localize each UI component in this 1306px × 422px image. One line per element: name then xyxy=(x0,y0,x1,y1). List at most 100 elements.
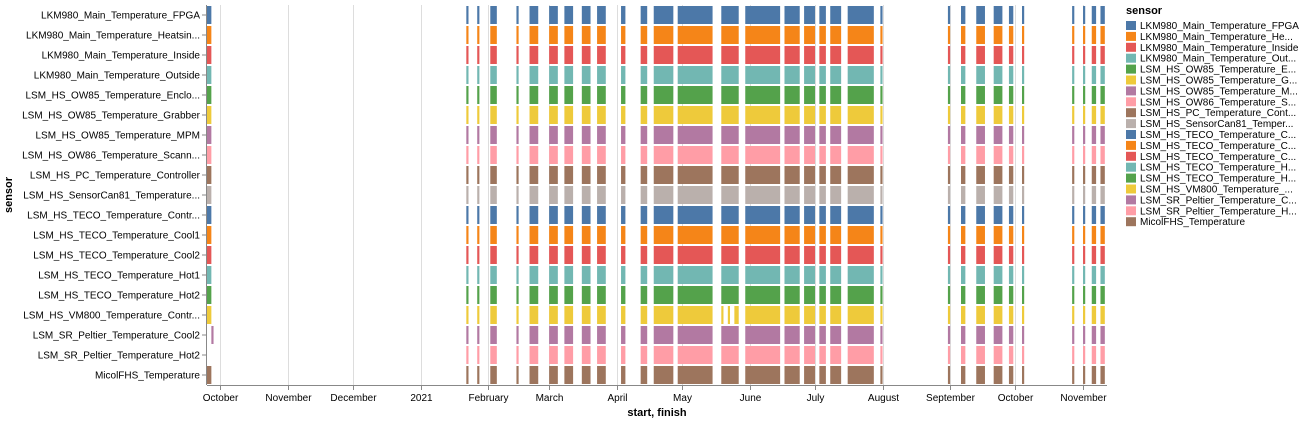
interval-bar xyxy=(976,66,985,84)
legend-label: LSM_SR_Peltier_Temperature_H... xyxy=(1140,206,1297,217)
interval-bar xyxy=(976,126,985,144)
interval-bar xyxy=(993,106,1003,124)
interval-bar xyxy=(1008,166,1014,184)
interval-bar xyxy=(880,6,883,24)
interval-bar xyxy=(1008,146,1014,164)
interval-bar xyxy=(1008,266,1014,284)
interval-bar xyxy=(745,306,781,324)
interval-bar xyxy=(477,366,480,384)
interval-bar xyxy=(976,306,985,324)
interval-bar xyxy=(993,126,1003,144)
y-tick-label: LSM_HS_OW85_Temperature_MPM xyxy=(35,131,200,142)
interval-bar xyxy=(784,66,800,84)
interval-bar xyxy=(745,6,781,24)
interval-bar xyxy=(207,366,212,384)
interval-bar xyxy=(819,346,826,364)
interval-bar xyxy=(947,206,951,224)
interval-bar xyxy=(1083,126,1086,144)
interval-bar xyxy=(880,326,883,344)
interval-bar xyxy=(721,226,739,244)
interval-bar xyxy=(1022,6,1025,24)
legend-swatch xyxy=(1126,119,1136,129)
interval-bar xyxy=(830,106,842,124)
interval-bar xyxy=(597,226,606,244)
interval-bar xyxy=(1072,46,1075,64)
interval-bar xyxy=(819,106,826,124)
interval-bar xyxy=(947,66,951,84)
interval-bar xyxy=(1072,26,1075,44)
interval-bar xyxy=(581,346,591,364)
interval-bar xyxy=(477,286,480,304)
interval-bar xyxy=(1072,166,1075,184)
interval-bar xyxy=(961,266,966,284)
interval-bar xyxy=(784,206,800,224)
legend-swatch xyxy=(1126,86,1136,96)
interval-bar xyxy=(207,46,212,64)
interval-bar xyxy=(804,246,815,264)
interval-bar xyxy=(564,286,574,304)
interval-bar xyxy=(961,86,966,104)
interval-bar xyxy=(847,226,874,244)
interval-bar xyxy=(976,246,985,264)
interval-bar xyxy=(653,66,674,84)
interval-bar xyxy=(961,186,966,204)
interval-bar xyxy=(529,286,539,304)
interval-bar xyxy=(529,146,539,164)
interval-bar xyxy=(581,286,591,304)
interval-bar xyxy=(819,206,826,224)
interval-bar xyxy=(549,346,558,364)
interval-bar xyxy=(745,186,781,204)
interval-bar xyxy=(721,206,739,224)
interval-bar xyxy=(529,326,539,344)
interval-bar xyxy=(581,106,591,124)
legend-label: LSM_HS_SensorCan81_Temper... xyxy=(1140,119,1293,130)
y-tick-label: LKM980_Main_Temperature_Heatsin... xyxy=(26,31,200,42)
interval-bar xyxy=(830,6,842,24)
interval-bar xyxy=(564,46,574,64)
interval-bar xyxy=(549,106,558,124)
interval-bar xyxy=(564,326,574,344)
interval-bar xyxy=(819,226,826,244)
interval-bar xyxy=(961,286,966,304)
interval-bar xyxy=(961,6,966,24)
interval-bar xyxy=(819,46,826,64)
interval-bar xyxy=(993,366,1003,384)
interval-bar xyxy=(516,26,519,44)
interval-bar xyxy=(207,206,212,224)
interval-bar xyxy=(1083,346,1086,364)
interval-bar xyxy=(880,306,883,324)
interval-bar xyxy=(529,266,539,284)
interval-bar xyxy=(961,326,966,344)
interval-bar xyxy=(653,126,674,144)
interval-bar xyxy=(466,86,469,104)
interval-bar xyxy=(947,266,951,284)
legend-label: LSM_HS_TECO_Temperature_C... xyxy=(1140,130,1296,141)
interval-bar xyxy=(621,306,626,324)
interval-bars xyxy=(207,6,1105,384)
interval-bar xyxy=(564,166,574,184)
interval-bar xyxy=(804,366,815,384)
interval-bar xyxy=(1091,26,1097,44)
interval-bar xyxy=(721,366,739,384)
interval-bar xyxy=(677,246,713,264)
interval-bar xyxy=(640,286,648,304)
interval-bar xyxy=(721,46,739,64)
interval-bar xyxy=(640,186,648,204)
interval-bar xyxy=(1022,146,1025,164)
interval-bar xyxy=(1100,186,1105,204)
interval-bar xyxy=(466,286,469,304)
interval-bar xyxy=(1022,26,1025,44)
interval-bar xyxy=(621,286,626,304)
interval-bar xyxy=(1083,66,1086,84)
y-tick-label: LSM_HS_TECO_Temperature_Cool1 xyxy=(33,231,200,242)
interval-bar xyxy=(784,306,800,324)
interval-bar xyxy=(529,166,539,184)
interval-bar xyxy=(1072,266,1075,284)
interval-bar xyxy=(947,146,951,164)
interval-bar xyxy=(677,126,713,144)
interval-bar xyxy=(1022,186,1025,204)
interval-bar xyxy=(847,366,874,384)
interval-bar xyxy=(549,26,558,44)
x-tick-label: October xyxy=(998,393,1034,404)
interval-bar xyxy=(1100,86,1105,104)
